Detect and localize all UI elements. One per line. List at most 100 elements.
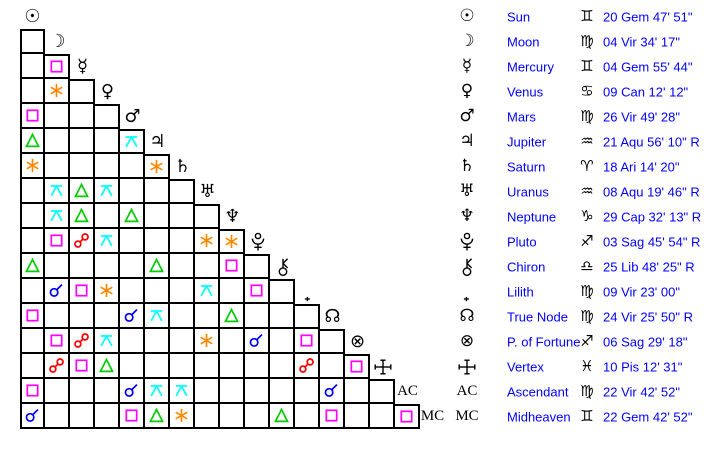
point-name-uranus: Uranus — [507, 184, 549, 199]
aspect-cell-lilith-venus — [95, 279, 120, 304]
point-position-venus: 09 Can 12' 12" — [603, 84, 689, 99]
trine-aspect-icon — [25, 132, 40, 148]
point-position-mercury: 04 Gem 55' 44" — [603, 59, 693, 74]
square-aspect-icon — [26, 384, 39, 397]
ascendant-grid-glyph: AC — [395, 379, 420, 404]
moon-icon: ☽ — [459, 31, 475, 51]
moon-glyph-cell: ☽ — [450, 29, 484, 54]
aspect-cell-mars-mercury — [70, 104, 95, 129]
aspect-cell-fortune-neptune — [220, 329, 245, 354]
aspect-cell-lilith-mercury — [70, 279, 95, 304]
trine-aspect-icon — [124, 207, 139, 223]
point-name-moon: Moon — [507, 34, 540, 49]
position-row-jupiter: ♃ Jupiter ♒ 21 Aqu 56' 10" R — [450, 129, 705, 154]
point-position-fortune: 06 Sag 29' 18" — [603, 334, 688, 349]
aspect-cell-true_node-lilith — [295, 304, 320, 329]
quincunx-aspect-icon — [100, 185, 113, 197]
uranus-grid-glyph: ♅ — [195, 179, 220, 204]
neptune-icon: ♆ — [224, 205, 241, 227]
aspect-cell-midheaven-moon — [45, 404, 70, 429]
aspect-cell-neptune-moon — [45, 204, 70, 229]
chiron-grid-glyph — [270, 254, 295, 279]
aspect-cell-mercury-sun — [20, 54, 45, 79]
square-aspect-icon — [350, 360, 363, 373]
opposition-aspect-icon — [74, 333, 89, 348]
conjunction-aspect-icon — [124, 383, 138, 397]
aspect-cell-vertex-uranus — [195, 354, 220, 379]
sextile-aspect-icon — [50, 83, 63, 98]
jupiter-icon: ♃ — [459, 131, 475, 151]
point-position-vertex: 10 Pis 12' 31" — [603, 359, 683, 374]
aspect-cell-moon-sun — [20, 29, 45, 54]
aspect-cell-jupiter-mars — [120, 129, 145, 154]
aspect-cell-chiron-uranus — [195, 254, 220, 279]
moon-grid-glyph: ☽ — [45, 29, 70, 54]
trine-aspect-icon — [25, 257, 40, 273]
opposition-aspect-icon — [299, 358, 314, 373]
square-aspect-icon — [50, 234, 63, 247]
neptune-icon: ♆ — [459, 206, 475, 226]
point-name-pluto: Pluto — [507, 234, 537, 249]
opposition-aspect-icon — [49, 358, 64, 373]
aspect-cell-vertex-saturn — [170, 354, 195, 379]
fortune-icon: ⊗ — [349, 330, 366, 352]
sextile-aspect-icon — [175, 408, 188, 423]
aspect-cell-vertex-moon — [45, 354, 70, 379]
aspect-cell-fortune-true_node — [320, 329, 345, 354]
libra-icon: ♎ — [580, 257, 594, 275]
lilith-grid-glyph — [295, 279, 320, 304]
virgo-icon: ♍ — [580, 382, 594, 400]
cancer-icon: ♋ — [580, 82, 594, 100]
square-aspect-icon — [26, 109, 39, 122]
aspect-cell-neptune-mars — [120, 204, 145, 229]
conjunction-aspect-icon — [49, 283, 63, 297]
aspect-cell-neptune-uranus — [195, 204, 220, 229]
position-row-sun: ☉ Sun ♊ 20 Gem 47' 51" — [450, 4, 705, 29]
aspect-cell-ascendant-chiron — [270, 379, 295, 404]
saturn-icon: ♄ — [174, 155, 191, 177]
point-position-true_node: 24 Vir 25' 50" R — [603, 309, 693, 324]
square-aspect-icon — [400, 410, 413, 423]
aspect-cell-pluto-uranus — [195, 229, 220, 254]
aspect-cell-midheaven-true_node — [320, 404, 345, 429]
point-name-lilith: Lilith — [507, 284, 534, 299]
square-aspect-icon — [26, 309, 39, 322]
uranus-glyph-cell: ♅ — [450, 179, 484, 204]
aspect-cell-fortune-saturn — [170, 329, 195, 354]
aspect-cell-saturn-mars — [120, 154, 145, 179]
quincunx-aspect-icon — [150, 385, 163, 397]
aries-icon: ♈ — [580, 157, 594, 175]
position-row-midheaven: MC Midheaven ♊ 22 Gem 42' 52" — [450, 404, 705, 429]
venus-grid-glyph: ♀ — [95, 79, 120, 104]
aspect-cell-midheaven-venus — [95, 404, 120, 429]
aspect-cell-pluto-venus — [95, 229, 120, 254]
ascendant-icon: AC — [456, 383, 478, 399]
aspect-cell-neptune-venus — [95, 204, 120, 229]
sun-icon: ☉ — [459, 6, 475, 26]
aspect-cell-vertex-venus — [95, 354, 120, 379]
aspect-cell-lilith-jupiter — [145, 279, 170, 304]
position-row-pluto: Pluto ♐ 03 Sag 45' 54" R — [450, 229, 705, 254]
point-position-ascendant: 22 Vir 42' 52" — [603, 384, 680, 399]
trine-aspect-icon — [99, 357, 114, 373]
position-row-venus: ♀ Venus ♋ 09 Can 12' 12" — [450, 79, 705, 104]
aspect-cell-true_node-sun — [20, 304, 45, 329]
position-row-vertex: Vertex ♓ 10 Pis 12' 31" — [450, 354, 705, 379]
aspect-cell-jupiter-venus — [95, 129, 120, 154]
position-row-ascendant: AC Ascendant ♍ 22 Vir 42' 52" — [450, 379, 705, 404]
point-position-sun: 20 Gem 47' 51" — [603, 9, 693, 24]
point-position-lilith: 09 Vir 23' 00" — [603, 284, 680, 299]
position-row-moon: ☽ Moon ♍ 04 Vir 34' 17" — [450, 29, 705, 54]
sun-glyph-cell: ☉ — [450, 4, 484, 29]
aspect-cell-midheaven-saturn — [170, 404, 195, 429]
point-name-neptune: Neptune — [507, 209, 557, 224]
quincunx-aspect-icon — [125, 136, 138, 148]
mercury-icon: ☿ — [461, 56, 473, 76]
point-name-sun: Sun — [507, 9, 531, 24]
aspect-cell-uranus-saturn — [170, 179, 195, 204]
point-position-saturn: 18 Ari 14' 20" — [603, 159, 680, 174]
point-name-chiron: Chiron — [507, 259, 546, 274]
conjunction-aspect-icon — [324, 383, 338, 397]
quincunx-aspect-icon — [100, 335, 113, 347]
